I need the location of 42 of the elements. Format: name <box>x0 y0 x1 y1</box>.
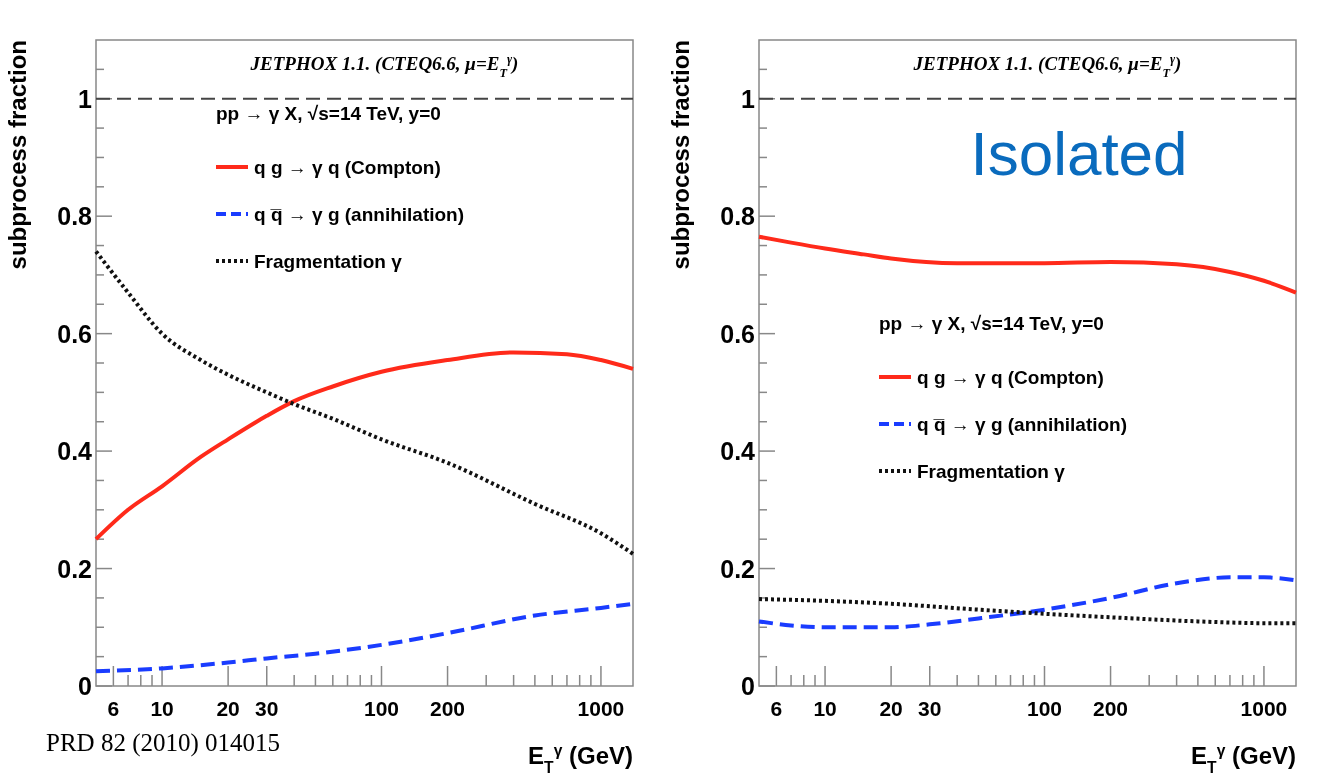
x-tick-label: 1000 <box>577 697 625 720</box>
y-tick-label: 0.2 <box>57 554 92 583</box>
text: JETPHOX 1.1. (CTEQ6.6, μ=E$_{T}$$^{γ}$) <box>912 52 1182 80</box>
x-tick-label: 30 <box>918 697 942 720</box>
y-tick-label: 1 <box>78 84 93 113</box>
y-tick-label: 0.6 <box>720 319 755 348</box>
y-tick-label: 0 <box>741 672 755 700</box>
x-tick-label: 200 <box>1093 697 1129 720</box>
y-axis-title: subprocess fraction <box>4 40 31 270</box>
y-tick-label: 1 <box>741 84 756 113</box>
legend-label: q q̅ → γ g (annihilation) <box>254 204 465 225</box>
legend-label: q q̅ → γ g (annihilation) <box>917 414 1128 435</box>
x-tick-label: 200 <box>430 697 466 720</box>
x-tick-label: 100 <box>1026 697 1063 720</box>
legend-label: q g → γ q (Compton) <box>917 367 1104 388</box>
x-axis-title: E$_{T}$$^{γ}$ (GeV) <box>1191 741 1296 776</box>
y-tick-label: 0.4 <box>720 437 756 466</box>
x-tick-label: 1000 <box>1240 697 1288 720</box>
legend-label: q g → γ q (Compton) <box>254 157 441 178</box>
x-tick-label: 6 <box>770 697 783 720</box>
x-tick-label: 10 <box>813 697 837 720</box>
x-axis-title: E$_{T}$$^{γ}$ (GeV) <box>528 741 633 776</box>
y-tick-label: 0.2 <box>720 554 755 583</box>
x-tick-label: 10 <box>150 697 174 720</box>
legend-label: Fragmentation γ <box>254 251 403 272</box>
legend-label: Fragmentation γ <box>917 461 1066 482</box>
y-tick-label: 0.8 <box>720 202 756 231</box>
x-tick-label: 6 <box>107 697 120 720</box>
y-tick-label: 0.4 <box>57 437 93 466</box>
x-tick-label: 100 <box>363 697 400 720</box>
text: PRD 82 (2010) 014015 <box>46 729 281 757</box>
legend-title: pp → γ X, √s=14 TeV, y=0 <box>216 103 441 124</box>
legend-title: pp → γ X, √s=14 TeV, y=0 <box>879 313 1104 334</box>
x-tick-label: 30 <box>255 697 279 720</box>
y-tick-label: 0 <box>78 672 92 700</box>
text: JETPHOX 1.1. (CTEQ6.6, μ=E$_{T}$$^{γ}$) <box>249 52 519 80</box>
y-tick-label: 0.8 <box>57 202 93 231</box>
y-axis-title: subprocess fraction <box>667 40 694 270</box>
x-tick-label: 20 <box>879 697 903 720</box>
y-tick-label: 0.6 <box>57 319 92 348</box>
x-tick-label: 20 <box>216 697 240 720</box>
annotation: Isolated <box>970 119 1188 188</box>
